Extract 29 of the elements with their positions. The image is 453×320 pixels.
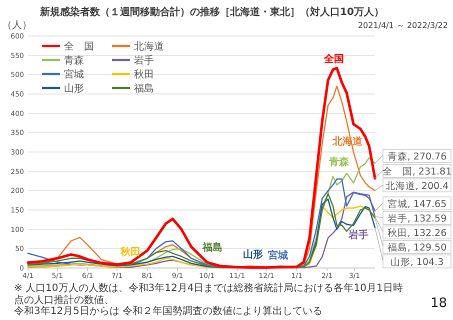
legend-label: 北海道 <box>134 40 164 52</box>
legend-label: 山形 <box>64 82 84 94</box>
annotation: 全国 <box>323 52 344 65</box>
annotation: 北海道, 200.4 <box>385 180 449 192</box>
text: 令和3年12月5日からは 令和２年国勢調査の数値により算出している <box>14 306 324 318</box>
annotation: 全 国, 231.81 <box>382 165 452 178</box>
annotation: 秋田 <box>120 246 141 258</box>
annotation: 秋田, 132.26 <box>387 226 447 239</box>
annotation: 青森 <box>328 156 350 168</box>
legend-label: 秋田 <box>134 68 154 80</box>
legend-label: 全 国 <box>64 40 94 52</box>
text: 18 <box>430 296 447 311</box>
annotation: 宮城, 147.65 <box>387 198 447 210</box>
chart-title: 新規感染者数（１週間移動合計）の推移［北海道・東北］（対人口10万人） <box>39 6 384 18</box>
text: 2021/4/1 ～ 2022/3/22 <box>358 21 448 30</box>
annotation: 福島 <box>202 242 223 254</box>
legend-label: 福島 <box>134 82 154 94</box>
annotation: 宮城 <box>268 249 288 262</box>
annotation: 山形, 104.3 <box>390 256 444 268</box>
annotation: 岩手 <box>347 228 368 241</box>
legend-label: 青森 <box>64 54 84 66</box>
legend-label: 岩手 <box>134 54 154 66</box>
legend-label: 宮城 <box>64 68 84 80</box>
y-axis-title: （人） <box>2 20 32 31</box>
annotation: 山形 <box>242 248 263 261</box>
text: ※ 人口10万人の人数は、令和3年12月4日までは総務省統計局における各年10月1日時点の人口推計の数値、 <box>14 283 404 306</box>
annotation: 福島, 129.50 <box>387 241 447 254</box>
annotation: 青森, 270.76 <box>387 150 447 162</box>
annotation: 岩手, 132.59 <box>387 212 447 224</box>
